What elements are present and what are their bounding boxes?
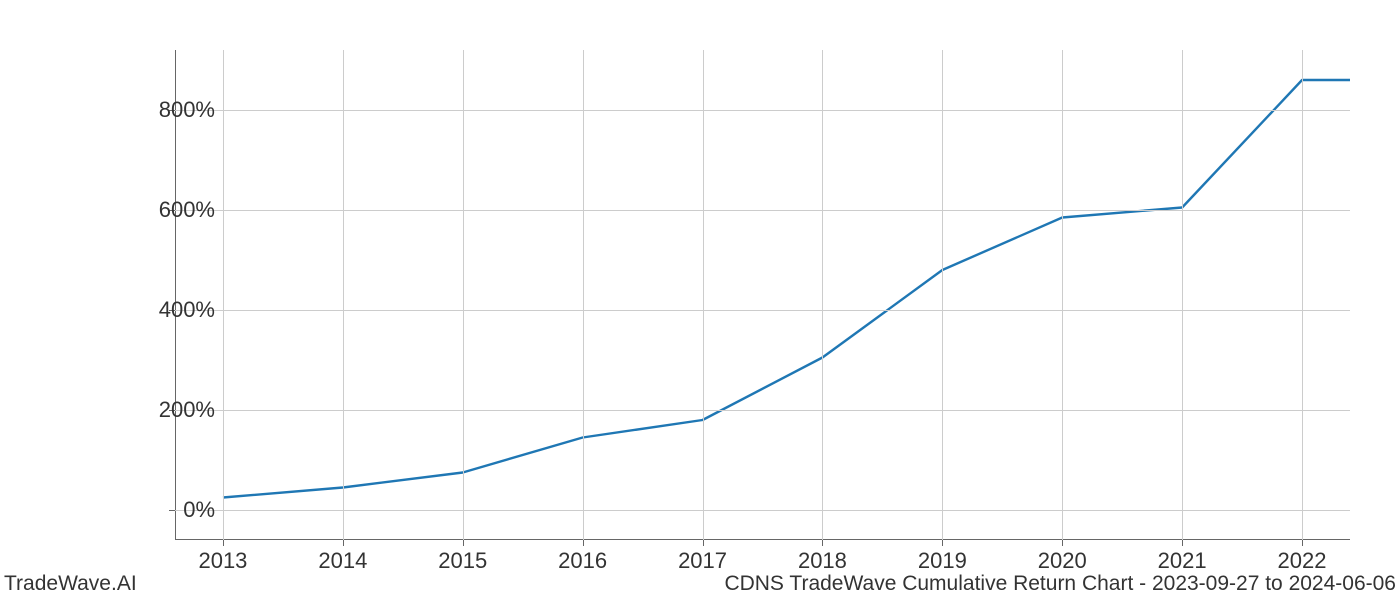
y-tick-label: 800% bbox=[159, 97, 215, 123]
grid-line-vertical bbox=[1062, 50, 1063, 540]
grid-line-vertical bbox=[343, 50, 344, 540]
x-tick-mark bbox=[463, 540, 464, 546]
x-tick-label: 2020 bbox=[1038, 548, 1087, 574]
x-tick-mark bbox=[822, 540, 823, 546]
x-tick-mark bbox=[343, 540, 344, 546]
chart-plot-area bbox=[175, 50, 1350, 540]
x-tick-mark bbox=[583, 540, 584, 546]
x-tick-mark bbox=[703, 540, 704, 546]
footer-caption: CDNS TradeWave Cumulative Return Chart -… bbox=[724, 572, 1396, 596]
grid-line-vertical bbox=[583, 50, 584, 540]
x-tick-label: 2021 bbox=[1158, 548, 1207, 574]
footer-brand-label: TradeWave.AI bbox=[4, 572, 137, 596]
grid-line-horizontal bbox=[175, 110, 1350, 111]
x-tick-label: 2013 bbox=[198, 548, 247, 574]
x-tick-mark bbox=[1062, 540, 1063, 546]
return-line-series bbox=[223, 80, 1350, 498]
y-tick-label: 600% bbox=[159, 197, 215, 223]
x-tick-label: 2015 bbox=[438, 548, 487, 574]
x-tick-label: 2019 bbox=[918, 548, 967, 574]
y-tick-mark bbox=[169, 510, 175, 511]
x-tick-label: 2018 bbox=[798, 548, 847, 574]
y-tick-label: 0% bbox=[183, 497, 215, 523]
x-tick-label: 2014 bbox=[318, 548, 367, 574]
x-tick-label: 2017 bbox=[678, 548, 727, 574]
line-series-svg bbox=[175, 50, 1350, 540]
grid-line-vertical bbox=[1302, 50, 1303, 540]
x-tick-mark bbox=[1302, 540, 1303, 546]
x-tick-mark bbox=[223, 540, 224, 546]
grid-line-vertical bbox=[223, 50, 224, 540]
grid-line-vertical bbox=[1182, 50, 1183, 540]
x-tick-label: 2022 bbox=[1278, 548, 1327, 574]
y-tick-label: 200% bbox=[159, 397, 215, 423]
y-tick-label: 400% bbox=[159, 297, 215, 323]
grid-line-vertical bbox=[822, 50, 823, 540]
grid-line-horizontal bbox=[175, 210, 1350, 211]
grid-line-horizontal bbox=[175, 410, 1350, 411]
grid-line-vertical bbox=[942, 50, 943, 540]
x-tick-label: 2016 bbox=[558, 548, 607, 574]
grid-line-horizontal bbox=[175, 310, 1350, 311]
plot-area bbox=[175, 50, 1350, 540]
grid-line-horizontal bbox=[175, 510, 1350, 511]
x-tick-mark bbox=[942, 540, 943, 546]
grid-line-vertical bbox=[703, 50, 704, 540]
grid-line-vertical bbox=[463, 50, 464, 540]
x-tick-mark bbox=[1182, 540, 1183, 546]
